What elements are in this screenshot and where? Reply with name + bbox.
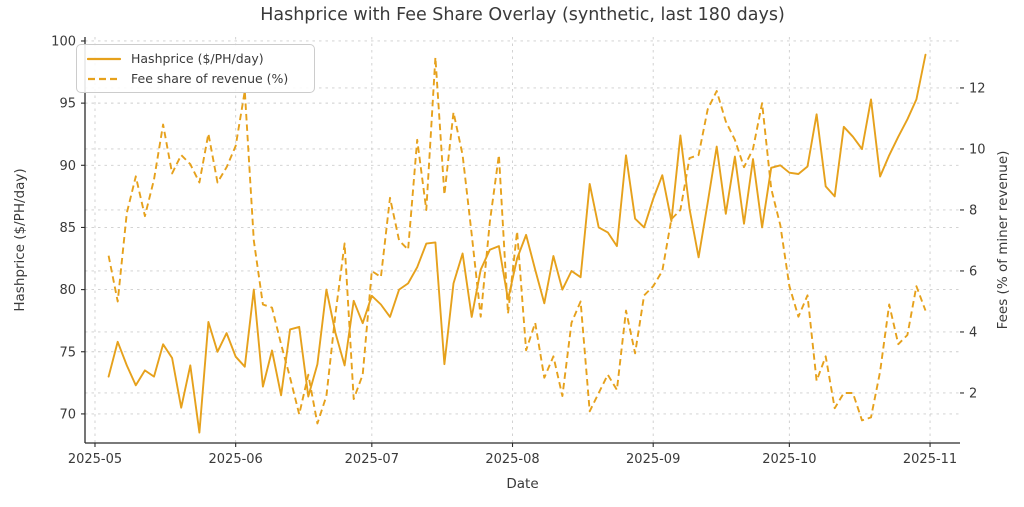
legend-item-fee-share: Fee share of revenue (%) bbox=[87, 71, 304, 86]
chart-title: Hashprice with Fee Share Overlay (synthe… bbox=[260, 5, 785, 25]
y-left-tick-label: 100 bbox=[51, 34, 76, 49]
legend-label-hashprice: Hashprice ($/PH/day) bbox=[131, 51, 264, 66]
dashed-line-sample-icon bbox=[88, 77, 120, 80]
legend-label-fee-share: Fee share of revenue (%) bbox=[131, 71, 289, 86]
solid-line-sample-icon bbox=[87, 57, 121, 60]
y-right-tick-label: 6 bbox=[969, 264, 977, 279]
x-tick-label: 2025-11 bbox=[903, 452, 957, 467]
x-tick-label: 2025-05 bbox=[68, 452, 122, 467]
x-tick-label: 2025-07 bbox=[345, 452, 399, 467]
y-left-tick-label: 80 bbox=[59, 283, 76, 298]
y-right-tick-label: 8 bbox=[969, 203, 977, 218]
fee-share-line bbox=[107, 56, 927, 425]
x-tick-label: 2025-06 bbox=[209, 452, 263, 467]
y-axis-label-right: Fees (% of miner revenue) bbox=[995, 150, 1011, 330]
hashprice-line bbox=[107, 53, 927, 434]
y-right-tick-label: 2 bbox=[969, 386, 977, 401]
x-tick-label: 2025-10 bbox=[762, 452, 816, 467]
y-left-tick-label: 95 bbox=[59, 97, 76, 112]
y-left-tick-label: 85 bbox=[59, 221, 76, 236]
y-right-tick-label: 12 bbox=[969, 81, 986, 96]
y-left-tick-label: 90 bbox=[59, 159, 76, 174]
y-axis-label-left: Hashprice ($/PH/day) bbox=[12, 168, 28, 312]
y-left-tick-label: 75 bbox=[59, 345, 76, 360]
legend-item-hashprice: Hashprice ($/PH/day) bbox=[87, 51, 304, 66]
x-axis-label: Date bbox=[506, 476, 539, 492]
x-tick-label: 2025-08 bbox=[485, 452, 539, 467]
x-tick-label: 2025-09 bbox=[626, 452, 680, 467]
y-right-tick-label: 4 bbox=[969, 325, 977, 340]
y-left-tick-label: 70 bbox=[59, 407, 76, 422]
legend: Hashprice ($/PH/day) Fee share of revenu… bbox=[76, 44, 315, 93]
y-right-tick-label: 10 bbox=[969, 142, 986, 157]
